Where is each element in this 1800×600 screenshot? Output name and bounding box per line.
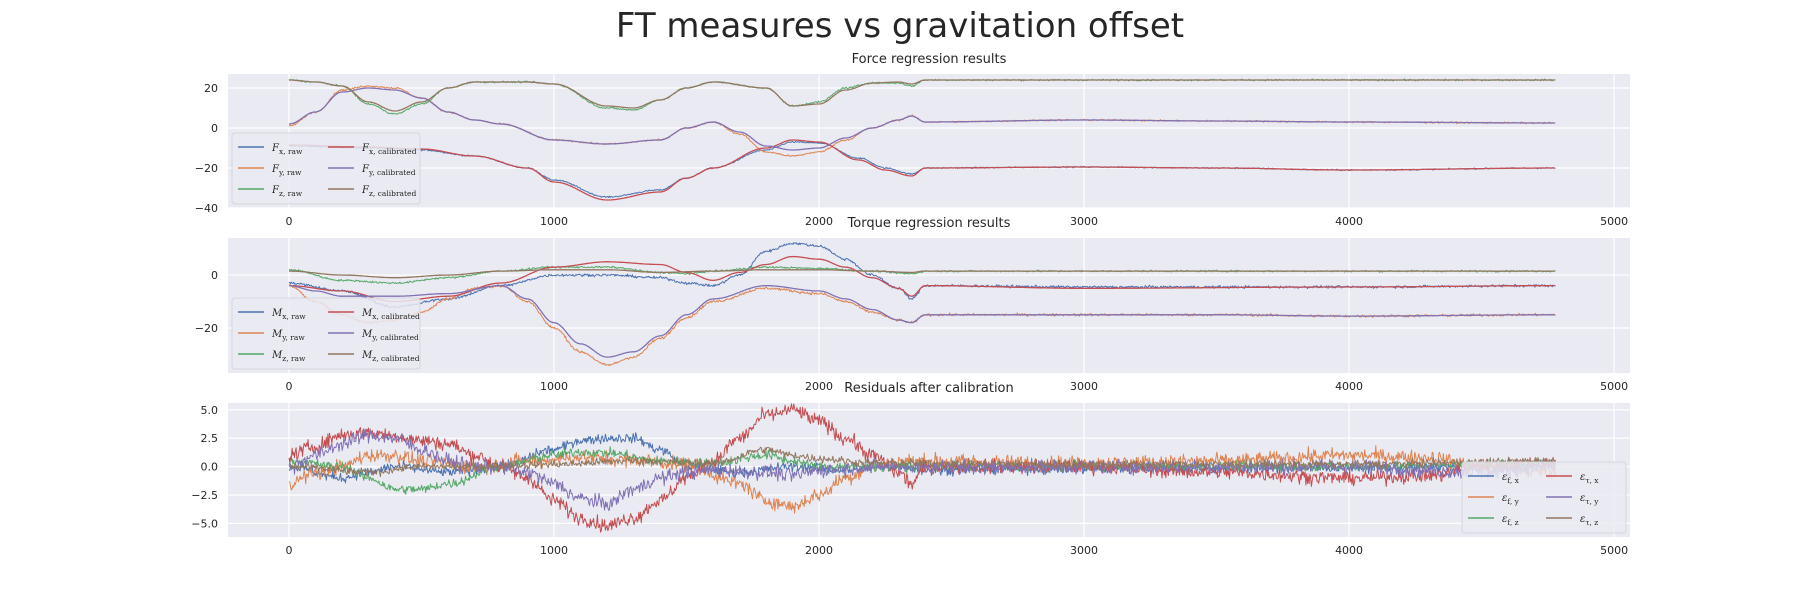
x-tick-label: 1000 xyxy=(540,215,568,228)
legend-label: Mx, calibrated xyxy=(361,308,420,321)
series-line-brown xyxy=(288,446,1556,478)
y-tick-label: −5.0 xyxy=(191,517,218,530)
x-tick-label: 3000 xyxy=(1070,380,1098,393)
series-line-purple xyxy=(288,284,1555,358)
x-tick-label: 2000 xyxy=(805,215,833,228)
legend: εf, x εf, y εf, z ετ, x ετ, y ετ, z xyxy=(1461,461,1627,534)
x-tick-label: 3000 xyxy=(1070,544,1098,557)
series-line-red xyxy=(288,255,1555,303)
series-line-purple xyxy=(288,87,1555,151)
y-tick-label: 5.0 xyxy=(201,404,219,417)
series-line-brown xyxy=(289,269,1555,279)
legend: Mx, raw My, raw Mz, raw Mx, calibrated My, c… xyxy=(231,297,421,370)
x-tick-label: 4000 xyxy=(1335,544,1363,557)
legend: Fx, raw Fy, raw Fz, raw Fx, calibrated Fy, c… xyxy=(231,132,421,205)
legend-label: Fy, calibrated xyxy=(361,164,416,177)
legend-label: Fy, raw xyxy=(271,164,302,177)
x-tick-label: 0 xyxy=(285,215,292,228)
x-tick-label: 1000 xyxy=(540,544,568,557)
legend-label: ετ, x xyxy=(1580,472,1599,485)
x-tick-label: 5000 xyxy=(1600,215,1628,228)
legend-label: Fz, calibrated xyxy=(361,185,416,198)
plot-area xyxy=(228,74,1630,208)
y-tick-label: −40 xyxy=(195,202,218,215)
x-tick-label: 5000 xyxy=(1600,380,1628,393)
x-tick-label: 0 xyxy=(285,380,292,393)
y-tick-label: 2.5 xyxy=(201,432,219,445)
y-tick-label: 0 xyxy=(211,269,218,282)
plot-area xyxy=(228,238,1630,373)
y-tick-label: 0.0 xyxy=(201,461,219,474)
legend-label: Fx, raw xyxy=(271,143,303,156)
legend-label: Mx, raw xyxy=(271,308,306,321)
legend-label: ετ, z xyxy=(1580,514,1598,527)
legend-label: Fz, raw xyxy=(271,185,303,198)
panel-title: Residuals after calibration xyxy=(844,381,1014,396)
legend-label: My, calibrated xyxy=(361,329,419,342)
panel-1: Force regression results 0 1000 2000 3000 400… xyxy=(195,52,1630,228)
y-tick-label: −20 xyxy=(195,322,218,335)
legend-label: Mz, raw xyxy=(271,350,306,363)
x-tick-label: 2000 xyxy=(805,544,833,557)
y-tick-label: 0 xyxy=(211,122,218,135)
x-tick-label: 0 xyxy=(285,544,292,557)
legend-label: εf, x xyxy=(1502,472,1520,485)
panel-2: Torque regression results 0 1000 2000 3000 40… xyxy=(195,216,1630,393)
x-tick-label: 1000 xyxy=(540,380,568,393)
legend-box xyxy=(1461,461,1627,534)
x-tick-label: 4000 xyxy=(1335,380,1363,393)
x-tick-label: 5000 xyxy=(1600,544,1628,557)
x-tick-label: 2000 xyxy=(805,380,833,393)
series-lines xyxy=(288,403,1556,533)
legend-label: Mz, calibrated xyxy=(361,350,420,363)
panel-3: Residuals after calibration 0 1000 2000 3000… xyxy=(191,381,1630,557)
y-tick-label: 20 xyxy=(204,82,218,95)
legend-label: Fx, calibrated xyxy=(361,143,417,156)
figure-title: FT measures vs gravitation offset xyxy=(616,6,1184,46)
legend-box xyxy=(231,132,421,205)
series-lines xyxy=(288,78,1556,201)
panel-title: Torque regression results xyxy=(847,216,1011,231)
x-tick-label: 4000 xyxy=(1335,215,1363,228)
legend-label: εf, z xyxy=(1502,514,1519,527)
y-tick-label: −2.5 xyxy=(191,489,218,502)
series-line-red xyxy=(289,139,1555,201)
legend-label: εf, y xyxy=(1502,493,1520,506)
panel-title: Force regression results xyxy=(852,52,1007,67)
series-line-brown xyxy=(289,79,1555,112)
series-lines xyxy=(288,242,1556,366)
y-tick-label: −20 xyxy=(195,162,218,175)
legend-label: ετ, y xyxy=(1580,493,1599,506)
legend-label: My, raw xyxy=(271,329,305,342)
x-tick-label: 3000 xyxy=(1070,215,1098,228)
legend-box xyxy=(231,297,421,370)
